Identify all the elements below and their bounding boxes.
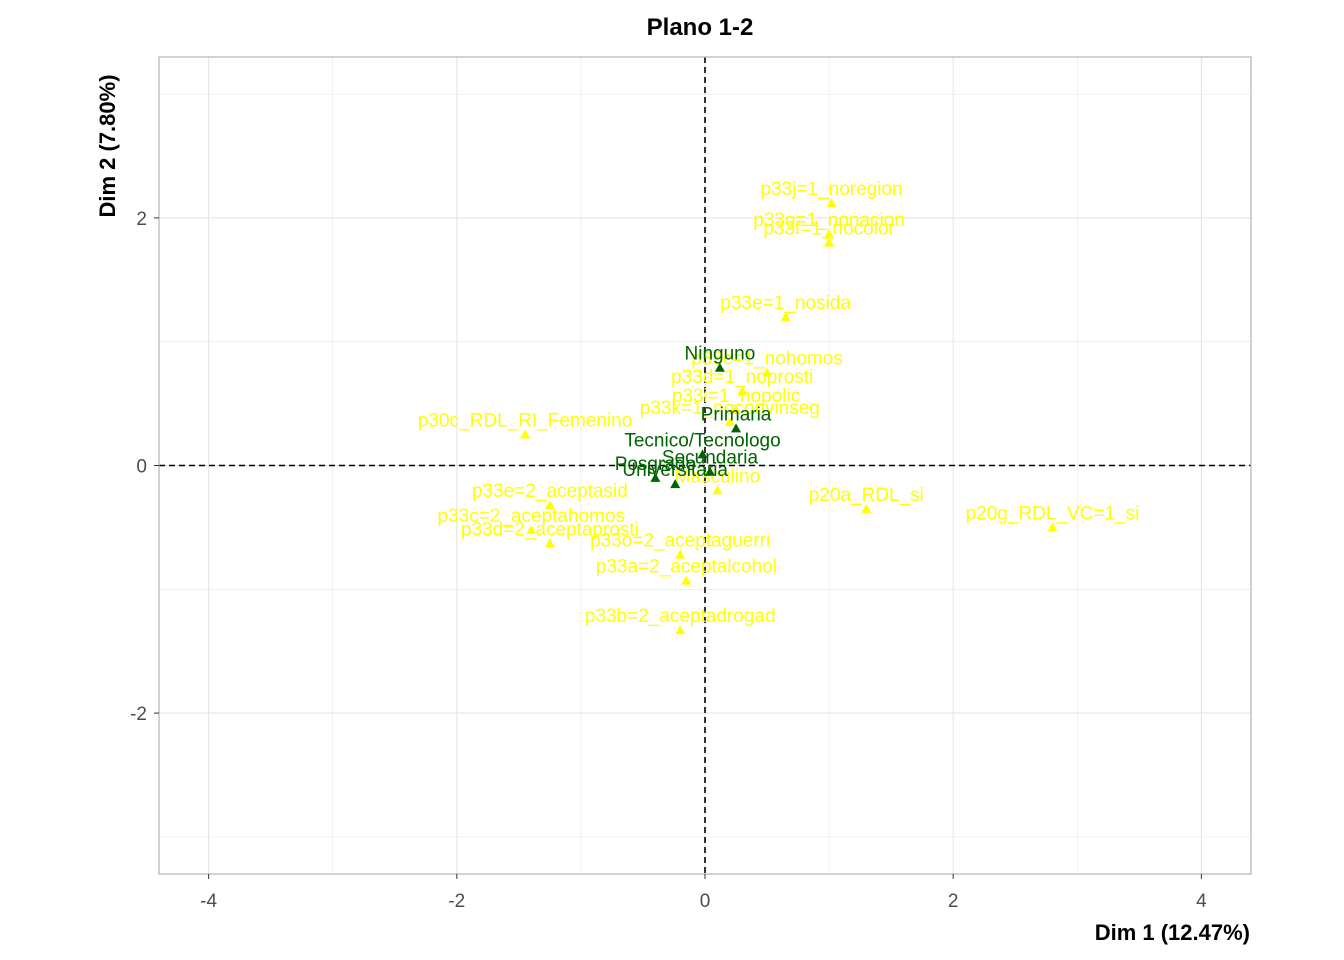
y-tick-label: 2: [136, 209, 147, 230]
supplementary-point: Posgrado: [615, 454, 696, 482]
variable-point: p33i=1_nopolic: [672, 386, 800, 414]
variable-label: p33k=1_noconvinseg: [640, 398, 820, 419]
supplementary-label: Secundaria: [662, 448, 759, 469]
variable-label: p33d=2_aceptaprosti: [461, 519, 639, 540]
supplementary-label: Primaria: [701, 404, 772, 425]
y-tick-label: -2: [130, 704, 147, 725]
supplementary-label: Universitaria: [622, 460, 728, 481]
chart-title: Plano 1-2: [647, 14, 754, 41]
variable-marker: [675, 549, 686, 559]
variable-point: p33a=2_aceptalcohol: [596, 557, 777, 585]
variable-marker: [762, 367, 773, 377]
x-tick-label: 2: [948, 891, 959, 912]
variable-point: p33k=1_noconvinseg: [640, 398, 820, 427]
supplementary-label: Tecnico/Tecnologo: [624, 430, 780, 451]
variable-label: p33i=1_nopolic: [672, 386, 800, 407]
variable-label: p30c_RDL_RI_Femenino: [418, 411, 632, 432]
variable-label: p20a_RDL_si: [809, 485, 924, 506]
reference-lines: [159, 57, 1251, 874]
variable-marker: [824, 237, 835, 247]
variable-point: p33c=1_nohomos: [691, 349, 843, 377]
variable-marker: [1047, 522, 1058, 532]
variable-point: p20g_RDL_VC=1_si: [966, 503, 1140, 532]
variable-point: p33o=2_aceptaguerri: [590, 531, 770, 559]
supplementary-marker: [714, 362, 725, 372]
variable-label: p33b=2_aceptadrogad: [585, 606, 776, 627]
variable-point: p33g=1_nonacion: [753, 210, 905, 239]
x-tick-label: 4: [1196, 891, 1207, 912]
supplementary-point: Ninguno: [685, 344, 756, 372]
variable-label: p33f=1_nocolor: [763, 219, 895, 240]
variable-marker: [712, 485, 723, 495]
supplementary-point: Secundaria: [662, 448, 759, 476]
x-tick-label: -4: [200, 891, 217, 912]
variable-label: p20g_RDL_VC=1_si: [966, 503, 1140, 524]
variable-point: p33f=1_nocolor: [763, 219, 896, 247]
variable-marker: [737, 386, 748, 396]
variable-label: p33e=1_nosida: [720, 293, 851, 314]
variable-point: p33e=1_nosida: [720, 293, 851, 321]
variable-marker: [544, 500, 555, 510]
variable-marker: [826, 198, 837, 208]
supplementary-point: Universitaria: [622, 460, 728, 489]
variable-marker: [520, 429, 531, 439]
variable-point: p33j=1_noregion: [761, 179, 903, 208]
supplementary-marker: [650, 472, 661, 482]
supplementary-label: Posgrado: [615, 454, 696, 475]
supplementary-points: Ninguno Primaria Tecnico/TecnologoSecundar…: [615, 344, 781, 489]
variable-label: p33d=1_noprosti: [671, 367, 813, 388]
variable-marker: [780, 311, 791, 321]
variable-point: Masculino: [675, 466, 761, 495]
variable-marker: [724, 417, 735, 427]
variable-label: p33e=2_aceptasid: [472, 481, 628, 502]
y-tick-label: 0: [136, 457, 147, 478]
variable-label: p33o=2_aceptaguerri: [590, 531, 770, 552]
y-axis-title: Dim 2 (7.80%): [95, 74, 120, 217]
variable-label: p33j=1_noregion: [761, 179, 903, 200]
variable-marker: [681, 575, 692, 585]
x-tick-label: -2: [448, 891, 465, 912]
supplementary-point: Tecnico/Tecnologo: [624, 430, 781, 459]
supplementary-marker: [697, 449, 708, 459]
supplementary-point: Primaria: [701, 404, 772, 433]
variable-point: p33e=2_aceptasid: [472, 481, 628, 510]
variable-point: p20a_RDL_si: [809, 485, 924, 513]
x-axis-ticks: -4 -2 0 2 4: [200, 874, 1207, 912]
variable-label: p33a=2_aceptalcohol: [596, 557, 777, 578]
variable-label: p33c=1_nohomos: [691, 349, 843, 370]
variable-marker: [824, 229, 835, 239]
supplementary-label: Ninguno: [685, 344, 756, 365]
variable-marker: [526, 524, 537, 534]
variable-marker: [731, 404, 742, 414]
variable-label: Masculino: [675, 466, 761, 487]
variable-marker: [675, 625, 686, 635]
supplementary-marker: [670, 479, 681, 489]
variable-point: p33d=1_noprosti: [671, 367, 813, 396]
variable-marker: [861, 503, 872, 513]
supplementary-marker: [704, 466, 715, 476]
variable-point: p33d=2_aceptaprosti: [461, 519, 639, 548]
variable-label: p33c=2_aceptahomos: [438, 506, 626, 527]
variable-label: p33g=1_nonacion: [753, 210, 905, 231]
variable-point: p30c_RDL_RI_Femenino: [418, 411, 632, 439]
supplementary-marker: [731, 423, 742, 433]
y-axis-ticks: -2 0 2: [130, 209, 159, 725]
variable-points: p33j=1_noregion p33g=1_nonacionp33f=1_noc…: [418, 179, 1140, 635]
x-tick-label: 0: [700, 891, 711, 912]
x-axis-title: Dim 1 (12.47%): [1095, 920, 1250, 945]
variable-point: p33c=2_aceptahomos: [438, 506, 626, 534]
variable-marker: [544, 538, 555, 548]
variable-point: p33b=2_aceptadrogad: [585, 606, 776, 635]
